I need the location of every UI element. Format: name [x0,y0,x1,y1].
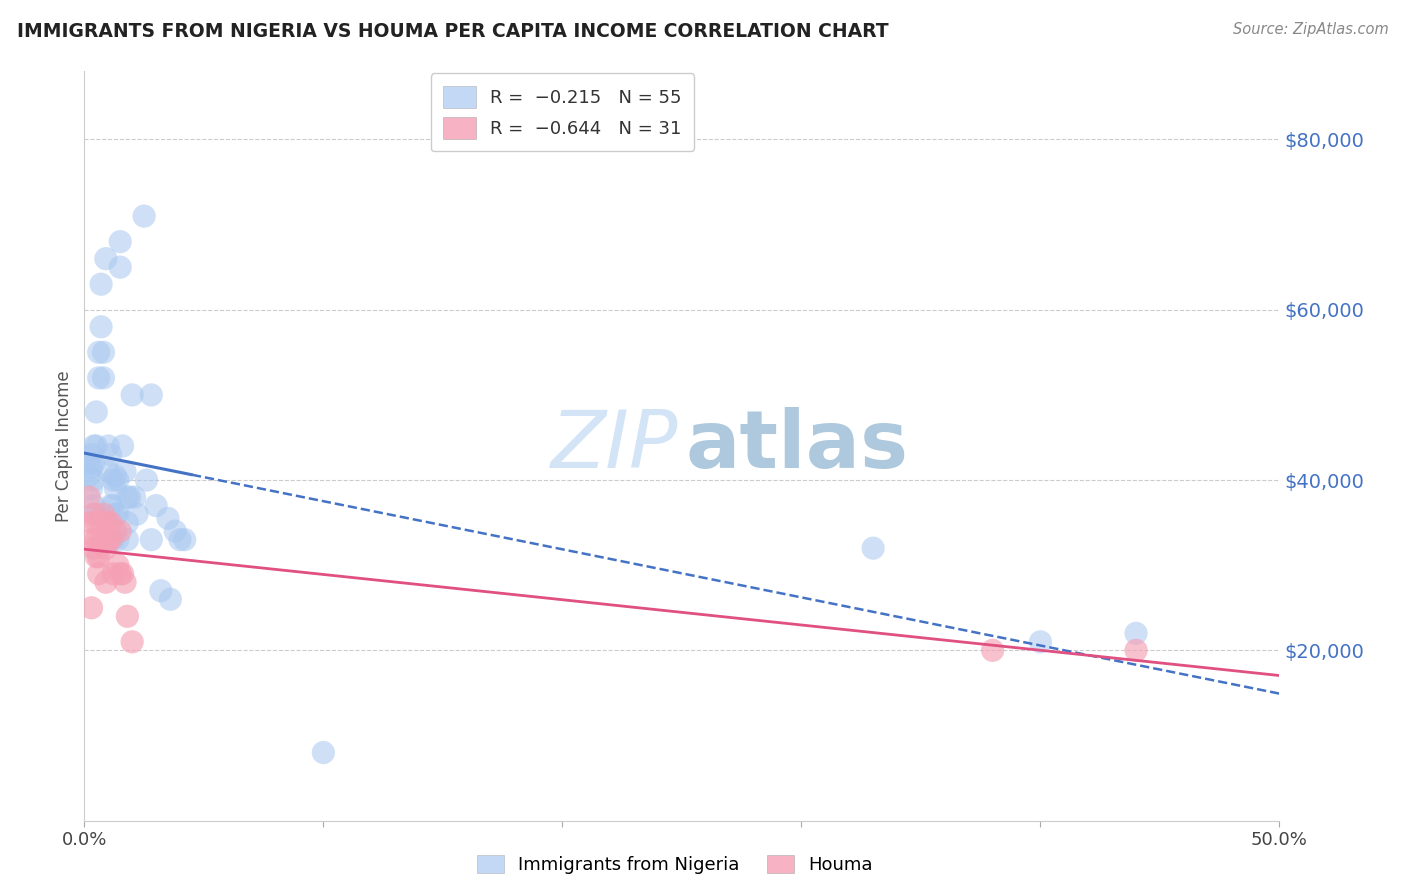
Point [80,600,103,615]
Point [100,448,122,462]
Point [117,516,139,530]
Point [149,583,172,598]
Point [312,746,335,760]
Point [100,533,122,547]
Point [124,490,146,504]
Point [86,439,108,453]
Point [110,235,132,249]
Point [135,473,157,487]
Text: ZIP: ZIP [551,407,678,485]
Point [121,635,143,649]
Point [118,490,141,504]
Legend: Immigrants from Nigeria, Houma: Immigrants from Nigeria, Houma [468,846,882,883]
Point [97,439,120,453]
Point [114,575,136,590]
Point [132,209,156,223]
Point [94,541,117,556]
Point [159,592,181,607]
Point [86,405,108,419]
Point [101,566,124,581]
Point [93,345,115,359]
Point [121,388,143,402]
Point [117,533,139,547]
Point [80,533,103,547]
Point [90,277,112,292]
Text: Source: ZipAtlas.com: Source: ZipAtlas.com [1233,22,1389,37]
Point [100,516,122,530]
Point [169,533,191,547]
Point [87,549,110,564]
Point [80,516,103,530]
Point [87,371,110,385]
Point [86,533,108,547]
Point [77,456,100,470]
Point [83,499,105,513]
Point [117,609,139,624]
Point [101,499,124,513]
Point [97,533,120,547]
Point [90,533,112,547]
Point [80,448,103,462]
Point [1125,643,1147,657]
Point [107,507,129,521]
Point [173,533,195,547]
Point [101,473,124,487]
Point [90,319,112,334]
Point [111,566,134,581]
Point [107,533,129,547]
Point [862,541,884,556]
Point [117,490,139,504]
Point [87,566,110,581]
Y-axis label: Per Capita Income: Per Capita Income [55,370,73,522]
Point [110,260,132,275]
Point [157,511,180,525]
Point [114,465,136,479]
Point [100,499,122,513]
Point [87,345,110,359]
Point [1125,626,1147,640]
Point [90,516,112,530]
Point [981,643,1004,657]
Point [165,524,187,538]
Point [1029,635,1052,649]
Point [94,575,117,590]
Point [145,499,167,513]
Point [104,507,127,521]
Point [104,482,127,496]
Point [141,533,163,547]
Point [125,507,148,521]
Point [111,439,134,453]
Point [77,490,100,504]
Text: atlas: atlas [686,407,908,485]
Point [77,468,100,483]
Point [104,468,127,483]
Point [104,524,127,538]
Point [97,516,120,530]
Point [83,456,105,470]
Point [110,566,132,581]
Point [93,371,115,385]
Point [97,465,120,479]
Point [83,439,105,453]
Text: IMMIGRANTS FROM NIGERIA VS HOUMA PER CAPITA INCOME CORRELATION CHART: IMMIGRANTS FROM NIGERIA VS HOUMA PER CAP… [17,22,889,41]
Point [80,460,103,475]
Point [93,507,115,521]
Point [83,541,105,556]
Legend: R =  −0.215   N = 55, R =  −0.644   N = 31: R = −0.215 N = 55, R = −0.644 N = 31 [430,73,695,152]
Point [80,482,103,496]
Point [86,507,108,521]
Point [94,252,117,266]
Point [83,473,105,487]
Point [83,507,105,521]
Point [110,524,132,538]
Point [107,558,129,573]
Point [141,388,163,402]
Point [101,533,124,547]
Point [86,516,108,530]
Point [86,549,108,564]
Point [107,473,129,487]
